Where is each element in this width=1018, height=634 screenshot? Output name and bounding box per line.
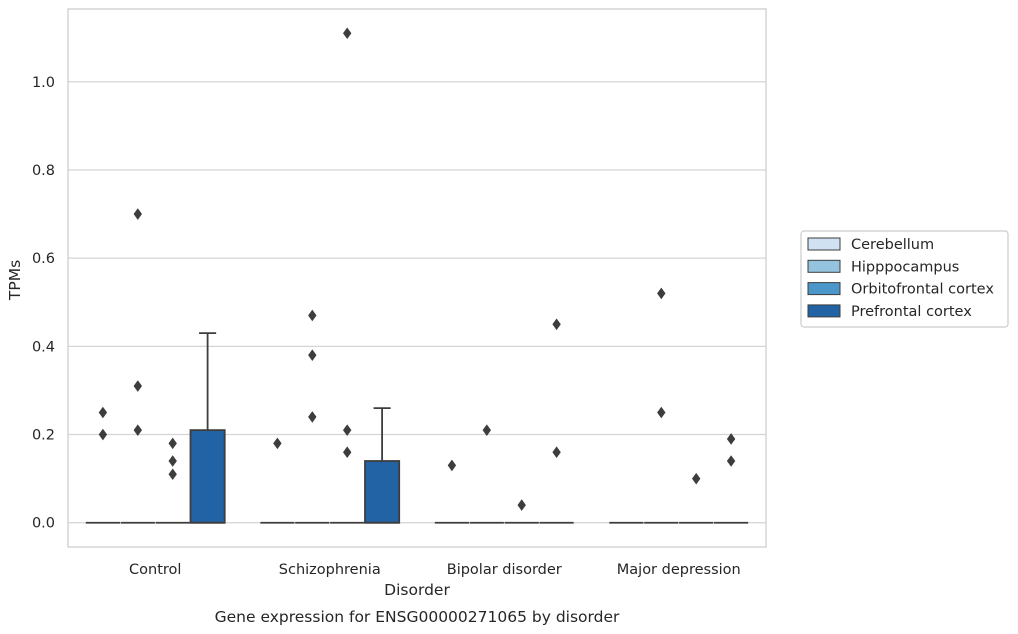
legend-swatch xyxy=(807,259,841,273)
box-prefrontal-cortex xyxy=(189,332,226,524)
outlier-point xyxy=(692,472,701,485)
outlier-point xyxy=(168,437,177,450)
outlier-point xyxy=(168,468,177,481)
x-tick-label: Bipolar disorder xyxy=(447,562,562,578)
legend-label: Cerebellum xyxy=(851,237,934,253)
legend-label: Hipppocampus xyxy=(851,259,959,275)
legend-label: Orbitofrontal cortex xyxy=(851,282,994,298)
outlier-point xyxy=(552,318,561,331)
outlier-point xyxy=(657,406,666,419)
legend-label: Prefrontal cortex xyxy=(851,304,972,320)
x-tick-label: Schizophrenia xyxy=(279,562,381,578)
outlier-point xyxy=(98,406,108,419)
outlier-point xyxy=(726,433,736,445)
y-tick-label: 0.2 xyxy=(32,428,55,444)
outlier-point xyxy=(552,446,561,458)
outlier-layer xyxy=(98,27,736,511)
outlier-point xyxy=(447,459,457,472)
outlier-point xyxy=(657,287,666,300)
outlier-point xyxy=(482,424,491,436)
y-tick-label: 0.6 xyxy=(32,251,55,267)
outlier-point xyxy=(343,27,352,40)
y-tick-label: 0.4 xyxy=(32,339,55,355)
box-body xyxy=(189,429,226,524)
x-tick-label: Control xyxy=(129,562,181,578)
outlier-point xyxy=(168,455,177,467)
outlier-point xyxy=(343,424,352,436)
legend-swatch xyxy=(807,282,841,296)
outlier-point xyxy=(308,411,317,423)
outlier-point xyxy=(133,208,142,220)
y-tick-label: 1.0 xyxy=(32,75,55,91)
outlier-point xyxy=(133,380,142,392)
legend-swatch xyxy=(807,237,841,251)
legend-swatch xyxy=(807,304,841,318)
outlier-point xyxy=(308,309,317,322)
outlier-point xyxy=(726,455,736,467)
x-tick-labels: Control Schizophrenia Bipolar disorder Majo… xyxy=(129,562,741,578)
outlier-point xyxy=(98,428,108,441)
chart-caption: Gene expression for ENSG00000271065 by d… xyxy=(215,608,620,626)
x-axis-label: Disorder xyxy=(384,581,450,599)
outlier-point xyxy=(133,424,142,436)
outlier-point xyxy=(517,499,526,511)
legend: Cerebellum Hipppocampus Orbitofrontal cort… xyxy=(800,230,1009,328)
outlier-point xyxy=(308,349,317,361)
box-prefrontal-cortex xyxy=(364,407,401,524)
y-axis-label: TPMs xyxy=(6,260,24,301)
box-layer xyxy=(85,332,749,524)
box-body xyxy=(364,460,401,524)
y-tick-label: 0.8 xyxy=(32,163,55,179)
y-tick-label: 0.0 xyxy=(32,516,55,532)
plot-frame xyxy=(67,8,767,548)
legend-frame xyxy=(800,230,1009,328)
outlier-point xyxy=(273,437,282,450)
outlier-point xyxy=(343,446,352,458)
x-tick-label: Major depression xyxy=(617,562,741,578)
y-tick-labels: 0.0 0.2 0.4 0.6 0.8 1.0 xyxy=(32,75,55,532)
